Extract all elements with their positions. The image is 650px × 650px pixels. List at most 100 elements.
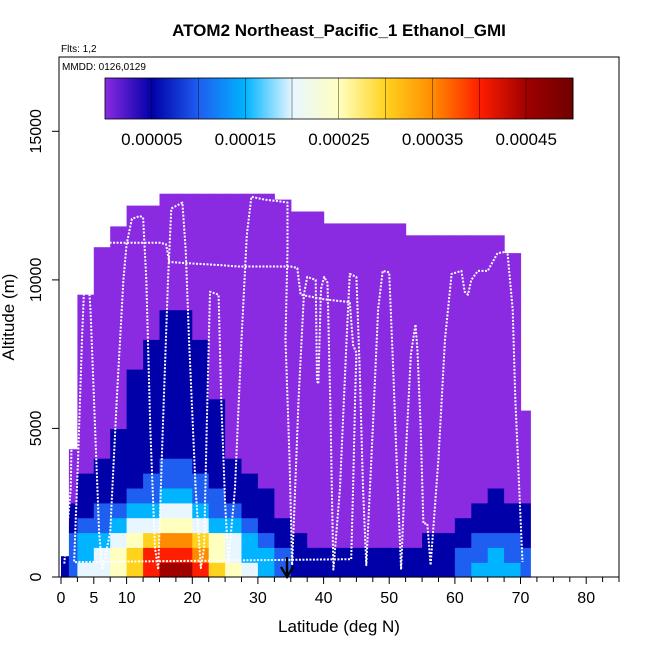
- heatmap-cell: [143, 428, 161, 459]
- heatmap-cell: [405, 398, 423, 429]
- heatmap-cell: [356, 369, 374, 400]
- heatmap-cell: [504, 473, 522, 489]
- heatmap-cell: [405, 458, 423, 474]
- heatmap-cell: [454, 279, 472, 311]
- heatmap-cell: [504, 547, 522, 563]
- heatmap-cell: [290, 250, 308, 281]
- heatmap-cell: [520, 532, 531, 548]
- heatmap-cell: [208, 339, 226, 370]
- heatmap-cell: [257, 458, 275, 474]
- heatmap-cell: [159, 532, 177, 548]
- heatmap-cell: [307, 562, 325, 578]
- heatmap-cell: [143, 339, 161, 370]
- heatmap-cell: [110, 226, 128, 251]
- heatmap-cell: [257, 487, 275, 504]
- heatmap-cell: [126, 220, 144, 251]
- heatmap-cell: [225, 517, 243, 534]
- heatmap-cell: [323, 250, 341, 281]
- heatmap-cell: [192, 487, 210, 504]
- heatmap-cell: [389, 458, 407, 474]
- heatmap-cell: [504, 339, 522, 370]
- heatmap-cell: [372, 487, 390, 504]
- heatmap-cell: [110, 458, 128, 474]
- heatmap-cell: [487, 398, 505, 429]
- heatmap-cell: [77, 487, 95, 504]
- heatmap-cell: [504, 458, 522, 474]
- heatmap-cell: [405, 502, 423, 519]
- colorbar-label: 0.00025: [308, 130, 369, 149]
- heatmap-cell: [454, 502, 472, 519]
- heatmap-cell: [307, 517, 325, 534]
- heatmap-cell: [356, 309, 374, 340]
- heatmap-cell: [126, 398, 144, 429]
- heatmap-cell: [356, 223, 374, 251]
- chart-title: ATOM2 Northeast_Pacific_1 Ethanol_GMI: [172, 21, 506, 40]
- heatmap-cell: [126, 487, 144, 504]
- heatmap-cell: [372, 223, 390, 251]
- heatmap-cell: [307, 487, 325, 504]
- heatmap-cell: [77, 369, 95, 400]
- heatmap-cell: [389, 532, 407, 548]
- heatmap-cell: [225, 562, 243, 578]
- colorbar-segment: [292, 78, 340, 119]
- heatmap-cell: [61, 562, 70, 578]
- heatmap-cell: [93, 398, 111, 429]
- heatmap-cell: [208, 562, 226, 578]
- heatmap-cell: [143, 398, 161, 429]
- heatmap-cell: [422, 517, 440, 534]
- heatmap-cell: [323, 369, 341, 400]
- heatmap-cell: [93, 247, 111, 251]
- heatmap-cell: [290, 398, 308, 429]
- heatmap-cell: [143, 369, 161, 400]
- heatmap-cell: [159, 339, 177, 370]
- heatmap-cell: [454, 398, 472, 429]
- heatmap-cell: [471, 502, 489, 519]
- heatmap-cell: [110, 562, 128, 578]
- heatmap-cell: [159, 193, 177, 221]
- heatmap-cell: [257, 369, 275, 400]
- heatmap-cell: [323, 428, 341, 459]
- heatmap-cell: [454, 309, 472, 340]
- heatmap-cell: [93, 250, 111, 281]
- heatmap-cell: [323, 223, 341, 251]
- heatmap-cell: [93, 309, 111, 340]
- heatmap-cell: [175, 250, 193, 281]
- heatmap-cell: [241, 532, 259, 548]
- heatmap-cell: [241, 458, 259, 474]
- heatmap-cell: [323, 458, 341, 474]
- heatmap-cell: [307, 220, 325, 251]
- heatmap-cell: [159, 250, 177, 281]
- heatmap-cell: [438, 562, 456, 578]
- colorbar-segment: [105, 78, 153, 119]
- heatmap-cell: [208, 428, 226, 459]
- heatmap-cell: [438, 250, 456, 281]
- heatmap-cell: [422, 547, 440, 563]
- heatmap-cell: [143, 250, 161, 281]
- heatmap-cell: [389, 428, 407, 459]
- heatmap-cell: [356, 428, 374, 459]
- heatmap-cell: [225, 250, 243, 281]
- heatmap-cell: [504, 398, 522, 429]
- heatmap-cell: [504, 532, 522, 548]
- heatmap-cell: [68, 502, 78, 519]
- heatmap-cell: [340, 339, 357, 370]
- heatmap-cell: [208, 369, 226, 400]
- heatmap-cell: [372, 473, 390, 489]
- heatmap-cell: [257, 562, 275, 578]
- heatmap-cell: [110, 547, 128, 563]
- heatmap-cell: [356, 398, 374, 429]
- heatmap-cell: [77, 294, 95, 311]
- heatmap-cell: [110, 428, 128, 459]
- heatmap-cell: [159, 487, 177, 504]
- heatmap-cell: [77, 532, 95, 548]
- heatmap-cell: [143, 205, 161, 222]
- heatmap-cell: [274, 517, 292, 534]
- heatmap-cell: [323, 562, 341, 578]
- heatmap-cell: [323, 309, 341, 340]
- heatmap-cell: [257, 473, 275, 489]
- heatmap-cell: [257, 517, 275, 534]
- heatmap-cell: [487, 309, 505, 340]
- heatmap-cell: [372, 279, 390, 311]
- heatmap-cell: [290, 562, 308, 578]
- heatmap-cell: [225, 193, 243, 221]
